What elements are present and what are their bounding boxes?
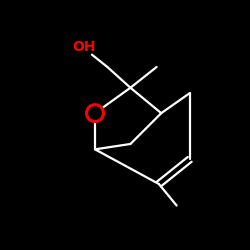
Circle shape [86,105,104,122]
Text: OH: OH [72,40,96,54]
